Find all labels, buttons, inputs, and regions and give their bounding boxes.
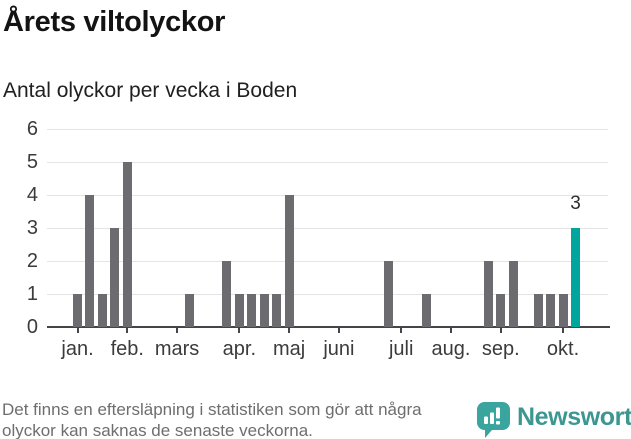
y-axis-label: 3: [26, 217, 38, 239]
y-axis-label: 1: [26, 283, 38, 305]
page-title: Årets viltolyckor: [3, 6, 226, 38]
bar: [546, 294, 556, 327]
month-tick: [562, 328, 565, 333]
newsworthy-logo-icon: [477, 402, 510, 438]
footnote: Det finns en eftersläpning i statistiken…: [2, 400, 422, 439]
bar: [259, 294, 269, 327]
bar: [272, 294, 282, 327]
month-label: juni: [323, 338, 355, 360]
month-label: jan.: [61, 338, 94, 360]
bar-value-label: 3: [570, 193, 581, 214]
bar: [247, 294, 257, 327]
bar: [97, 294, 107, 327]
month-tick: [288, 328, 291, 333]
gridline: [47, 294, 608, 295]
bar: [533, 294, 543, 327]
month-tick: [126, 328, 129, 333]
month-tick: [337, 328, 340, 333]
bar: [73, 294, 82, 327]
month-label: mars: [154, 338, 200, 360]
y-axis-label: 2: [26, 250, 38, 272]
bar: [496, 294, 506, 327]
bar: [284, 195, 294, 327]
bar: [558, 294, 568, 327]
y-axis-label: 0: [26, 316, 38, 338]
bar: [222, 261, 232, 327]
month-label: maj: [273, 338, 306, 360]
gridline: [47, 162, 608, 163]
month-label: juli: [388, 338, 414, 360]
bar: [508, 261, 518, 327]
month-tick: [238, 328, 241, 333]
month-tick: [499, 328, 502, 333]
bar: [122, 162, 132, 327]
month-label: apr.: [222, 338, 257, 360]
x-axis-line: [47, 326, 610, 328]
newsworthy-logo[interactable]: Newsworthy: [477, 402, 631, 438]
gridline: [47, 129, 608, 130]
month-label: sep.: [481, 338, 520, 360]
bar: [85, 195, 95, 327]
month-label: aug.: [431, 338, 471, 360]
gridline: [47, 228, 608, 229]
bar: [483, 261, 493, 327]
newsworthy-logo-text: Newsworthy: [517, 403, 631, 431]
bar: [421, 294, 431, 327]
month-label: feb.: [110, 338, 144, 360]
bar: [110, 228, 120, 327]
month-tick: [400, 328, 403, 333]
month-tick: [76, 328, 79, 333]
y-axis-label: 6: [26, 118, 38, 140]
y-axis-label: 4: [26, 184, 38, 206]
bar: [234, 294, 244, 327]
bar: [185, 294, 195, 327]
gridline: [47, 195, 608, 196]
chart-subtitle: Antal olyckor per vecka i Boden: [3, 79, 298, 102]
bar: [384, 261, 394, 327]
month-label: okt.: [546, 338, 580, 360]
month-tick: [176, 328, 179, 333]
bar-highlight: [571, 228, 580, 327]
gridline: [47, 261, 608, 262]
month-tick: [450, 328, 452, 333]
y-axis-label: 5: [26, 151, 38, 173]
